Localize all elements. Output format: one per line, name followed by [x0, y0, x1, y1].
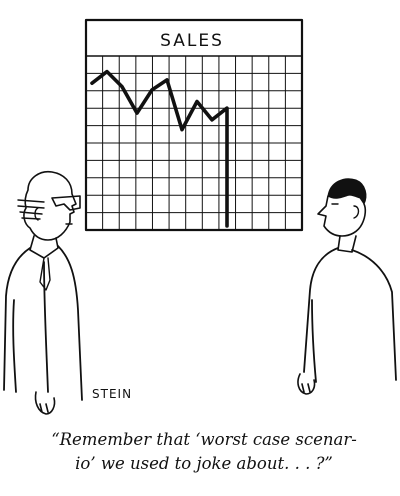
caption-line-2: io’ we used to joke about. . . ?”: [75, 454, 333, 473]
caption: “Remember that ‘worst case scenar- io’ w…: [14, 428, 394, 476]
bald-man-hand: [34, 391, 56, 415]
dark-haired-man-hair: [327, 178, 367, 205]
artist-signature: STEIN: [92, 387, 132, 401]
dark-haired-man-hand: [297, 373, 316, 395]
dark-haired-man-collar: [337, 235, 357, 253]
dark-haired-man-head: [317, 195, 367, 237]
caption-line-1: “Remember that ‘worst case scenar-: [51, 430, 357, 449]
bald-man-tie: [39, 257, 51, 291]
bald-man-ear: [34, 207, 39, 221]
board-title: SALES: [160, 31, 224, 51]
sales-line: [90, 69, 229, 228]
glasses-icon: [51, 195, 81, 211]
dark-haired-man-ear: [353, 205, 360, 219]
bald-man-jacket: [3, 245, 83, 401]
bald-man-hair: [17, 199, 45, 220]
dark-haired-man-jacket: [303, 247, 397, 383]
dark-haired-man-figure: [297, 178, 397, 395]
bald-man-head: [23, 170, 77, 241]
sales-board: SALES: [84, 18, 304, 232]
bald-man-figure: [3, 170, 83, 415]
board-frame: [84, 18, 304, 232]
